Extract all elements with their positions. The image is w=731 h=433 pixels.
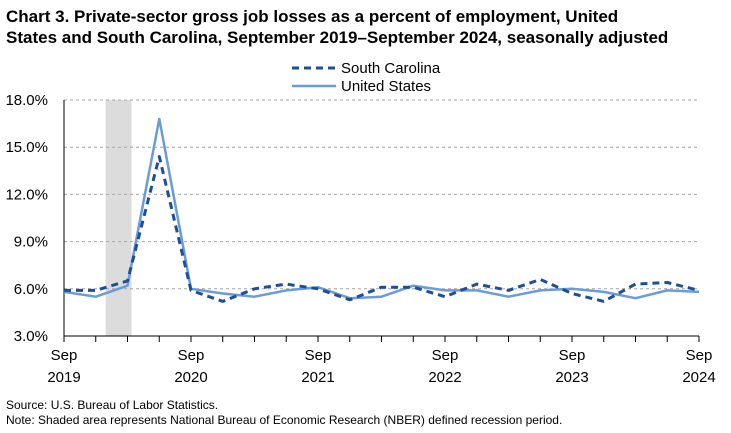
x-tick-label-year: 2019 <box>47 369 80 386</box>
x-tick-label-year: 2020 <box>174 369 207 386</box>
y-tick-label: 3.0% <box>14 328 48 345</box>
chart-title-line-2: States and South Carolina, September 201… <box>6 28 669 47</box>
source-note: Source: U.S. Bureau of Labor Statistics. <box>6 398 219 412</box>
x-tick-label-year: 2021 <box>301 369 334 386</box>
y-tick-label: 18.0% <box>5 92 48 109</box>
recession-band-layer <box>105 100 132 336</box>
y-tick-label: 9.0% <box>14 234 48 251</box>
recession-note: Note: Shaded area represents National Bu… <box>6 413 563 427</box>
series-line-united-states <box>63 117 700 300</box>
chart-title: Chart 3. Private-sector gross job losses… <box>6 6 726 48</box>
y-tick-label: 6.0% <box>14 281 48 298</box>
chart-title-line-1: Chart 3. Private-sector gross job losses… <box>6 7 619 26</box>
x-tick-label-year: 2024 <box>682 369 715 386</box>
legend-label: United States <box>341 78 431 95</box>
x-tick-label-month: Sep <box>51 347 78 364</box>
axes: 3.0% 6.0% 9.0% 12.0% 15.0% 18.0% Sep 2019 Sep 202… <box>5 92 715 386</box>
x-tick-label-month: Sep <box>686 347 713 364</box>
gridlines <box>64 99 699 290</box>
line-chart: 3.0% 6.0% 9.0% 12.0% 15.0% 18.0% Sep 2019 Sep 202… <box>5 60 715 386</box>
y-tick-label: 15.0% <box>5 139 48 156</box>
x-tick-label-year: 2022 <box>428 369 461 386</box>
x-tick-label-month: Sep <box>178 347 205 364</box>
y-tick-label: 12.0% <box>5 186 48 203</box>
series-line-south-carolina <box>64 155 700 303</box>
series-lines <box>63 117 700 303</box>
legend-label: South Carolina <box>341 60 441 77</box>
x-tick-label-year: 2023 <box>555 369 588 386</box>
chart-footer: Source: U.S. Bureau of Labor Statistics.… <box>6 398 562 428</box>
recession-band <box>105 100 132 336</box>
x-tick-label-month: Sep <box>559 347 586 364</box>
x-tick-label-month: Sep <box>305 347 332 364</box>
x-tick-label-month: Sep <box>432 347 459 364</box>
